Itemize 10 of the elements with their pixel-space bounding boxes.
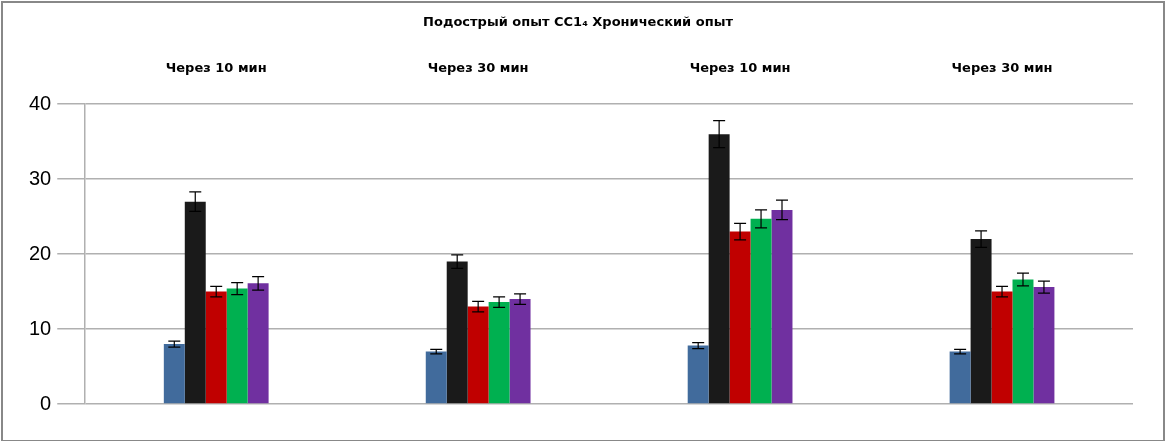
chart-title: Подострый опыт CC1₄ Хронический опыт xyxy=(423,14,734,30)
y-tick-label: 0 xyxy=(40,391,52,414)
y-tick-label: 10 xyxy=(29,316,52,339)
x-tick-label: Через 30 мин xyxy=(951,59,1053,75)
x-tick-label: Через 10 мин xyxy=(689,59,791,75)
x-tick-label: Через 10 мин xyxy=(165,59,267,75)
x-tick-label: Через 30 мин xyxy=(427,59,529,75)
y-tick-label: 20 xyxy=(29,241,52,264)
y-tick-label: 30 xyxy=(29,166,52,189)
y-tick-label: 40 xyxy=(29,91,52,114)
